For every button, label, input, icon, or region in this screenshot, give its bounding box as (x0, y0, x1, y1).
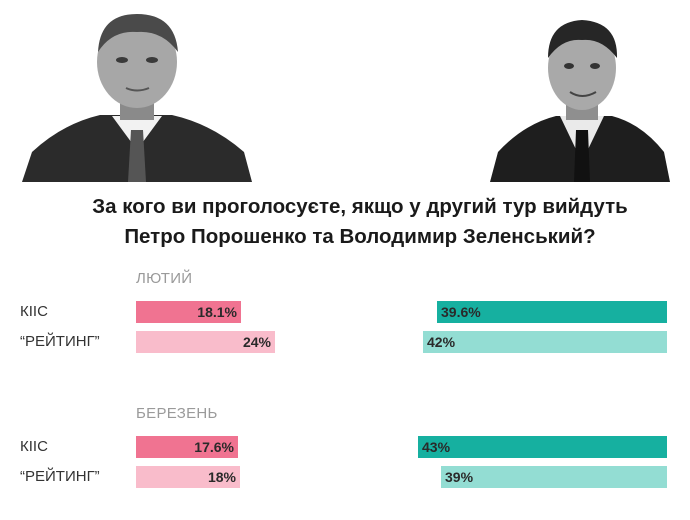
bar-poroshenko-kiis-february: 18.1% (136, 301, 241, 323)
chart-title-line-2: Петро Порошенко та Володимир Зеленський? (124, 225, 596, 248)
row-label-kiis-march: КІІС (20, 438, 48, 455)
data-label-zelensky-kiis-february: 39.6% (441, 304, 481, 320)
bar-poroshenko-rating-february: 24% (136, 331, 275, 353)
chart-title: За кого ви проголосуєте, якщо у другий т… (40, 192, 680, 252)
bar-poroshenko-kiis-march: 17.6% (136, 436, 238, 458)
zelensky-photo (490, 12, 670, 182)
bar-zelensky-kiis-march: 43% (418, 436, 667, 458)
data-label-poroshenko-rating-march: 18% (207, 469, 236, 485)
row-label-kiis-february: КІІС (20, 303, 48, 320)
poroshenko-photo (22, 12, 252, 182)
row-label-rating-march: “РЕЙТИНГ” (20, 468, 100, 485)
bar-zelensky-rating-february: 42% (423, 331, 667, 353)
data-label-poroshenko-kiis-february: 18.1% (197, 304, 237, 320)
period-label-february: ЛЮТИЙ (136, 270, 193, 287)
chart-title-line-1: За кого ви проголосуєте, якщо у другий т… (92, 195, 628, 218)
data-label-poroshenko-kiis-march: 17.6% (194, 439, 234, 455)
row-label-rating-february: “РЕЙТИНГ” (20, 333, 100, 350)
data-label-poroshenko-rating-february: 24% (242, 334, 271, 350)
data-label-zelensky-rating-february: 42% (427, 334, 456, 350)
bar-zelensky-rating-march: 39% (441, 466, 667, 488)
bar-zelensky-kiis-february: 39.6% (437, 301, 667, 323)
bar-poroshenko-rating-march: 18% (136, 466, 240, 488)
data-label-zelensky-rating-march: 39% (445, 469, 474, 485)
data-label-zelensky-kiis-march: 43% (422, 439, 451, 455)
period-label-march: БЕРЕЗЕНЬ (136, 405, 218, 422)
